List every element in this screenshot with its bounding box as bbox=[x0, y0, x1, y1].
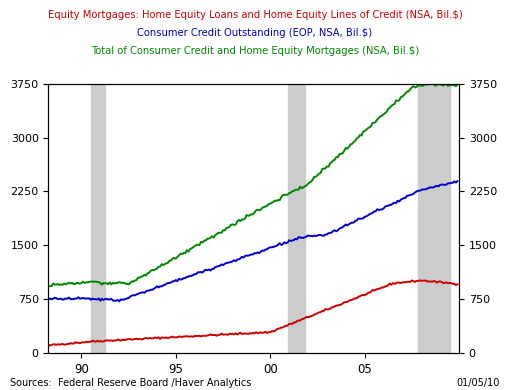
Text: Sources:  Federal Reserve Board /Haver Analytics: Sources: Federal Reserve Board /Haver An… bbox=[10, 378, 251, 388]
Bar bbox=[287, 84, 304, 353]
Text: Consumer Credit Outstanding (EOP, NSA, Bil.$): Consumer Credit Outstanding (EOP, NSA, B… bbox=[137, 28, 372, 38]
Text: 01/05/10: 01/05/10 bbox=[456, 378, 499, 388]
Bar bbox=[91, 84, 105, 353]
Text: Equity Mortgages: Home Equity Loans and Home Equity Lines of Credit (NSA, Bil.$): Equity Mortgages: Home Equity Loans and … bbox=[47, 10, 462, 20]
Text: Total of Consumer Credit and Home Equity Mortgages (NSA, Bil.$): Total of Consumer Credit and Home Equity… bbox=[91, 46, 418, 57]
Bar bbox=[417, 84, 448, 353]
